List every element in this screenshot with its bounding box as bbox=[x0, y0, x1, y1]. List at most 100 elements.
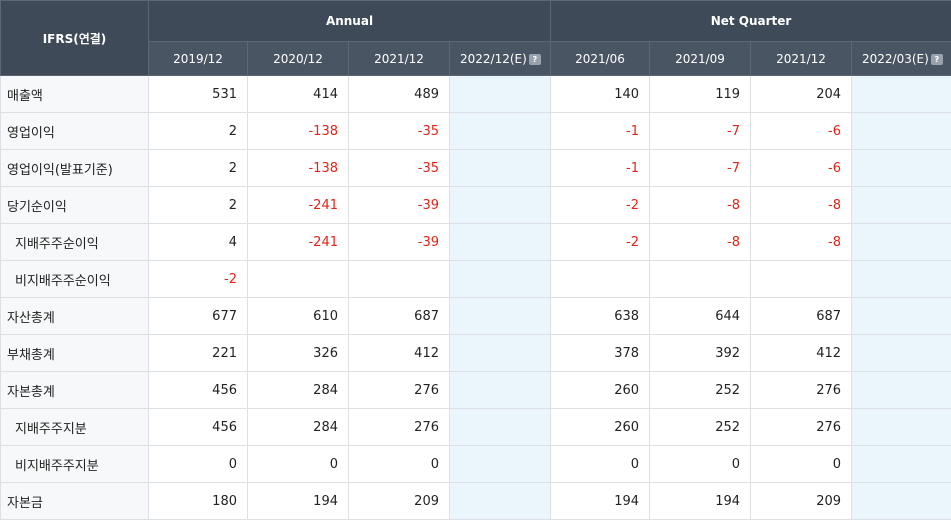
table-cell: -6 bbox=[750, 149, 853, 187]
table-cell bbox=[851, 297, 951, 335]
table-cell: 194 bbox=[649, 482, 752, 520]
column-header-label: 2019/12 bbox=[173, 51, 223, 66]
column-header-label: 2022/12(E) bbox=[460, 51, 527, 66]
table-cell: -2 bbox=[550, 186, 651, 224]
table-cell bbox=[448, 260, 552, 298]
table-cell: -138 bbox=[247, 112, 349, 150]
table-cell bbox=[448, 334, 552, 372]
table-cell bbox=[851, 75, 951, 113]
table-cell: 0 bbox=[550, 445, 651, 483]
table-cell: 610 bbox=[247, 297, 349, 335]
table-cell: 326 bbox=[247, 334, 349, 372]
table-cell: -2 bbox=[550, 223, 651, 261]
table-cell: 276 bbox=[750, 371, 853, 409]
table-cell bbox=[750, 260, 853, 298]
column-header-0: 2019/12 bbox=[148, 41, 248, 76]
table-row: 영업이익 2 -138 -35 -1 -7 -6 bbox=[0, 112, 951, 150]
table-cell: 489 bbox=[348, 75, 450, 113]
table-cell: 252 bbox=[649, 408, 752, 446]
table-cell bbox=[851, 223, 951, 261]
row-label: 매출액 bbox=[0, 75, 149, 113]
table-row: 매출액 531 414 489 140 119 204 bbox=[0, 75, 951, 113]
table-cell: 2 bbox=[148, 112, 248, 150]
table-cell: 119 bbox=[649, 75, 752, 113]
row-label: 영업이익(발표기준) bbox=[0, 149, 149, 187]
row-label: 영업이익 bbox=[0, 112, 149, 150]
table-cell bbox=[851, 408, 951, 446]
table-row: 비지배주주순이익 -2 bbox=[0, 260, 951, 298]
table-cell: -1 bbox=[550, 149, 651, 187]
row-label: 지배주주순이익 bbox=[0, 223, 149, 261]
table-row: 지배주주순이익 4 -241 -39 -2 -8 -8 bbox=[0, 223, 951, 261]
table-cell: 260 bbox=[550, 371, 651, 409]
row-label: 당기순이익 bbox=[0, 186, 149, 224]
table-cell: 180 bbox=[148, 482, 248, 520]
table-cell: -39 bbox=[348, 186, 450, 224]
table-cell: 531 bbox=[148, 75, 248, 113]
table-row: 자산총계 677 610 687 638 644 687 bbox=[0, 297, 951, 335]
table-cell: -8 bbox=[649, 223, 752, 261]
table-cell: 276 bbox=[750, 408, 853, 446]
table-cell: -39 bbox=[348, 223, 450, 261]
table-cell: 194 bbox=[247, 482, 349, 520]
table-cell bbox=[448, 297, 552, 335]
row-label: 자본금 bbox=[0, 482, 149, 520]
table-cell bbox=[851, 260, 951, 298]
column-header-3: 2022/12(E)? bbox=[448, 41, 552, 76]
table-cell bbox=[851, 186, 951, 224]
table-row: 자본금 180 194 209 194 194 209 bbox=[0, 482, 951, 520]
table-cell: 378 bbox=[550, 334, 651, 372]
row-label: 자산총계 bbox=[0, 297, 149, 335]
table-cell: 284 bbox=[247, 371, 349, 409]
table-cell bbox=[448, 408, 552, 446]
table-cell: -7 bbox=[649, 149, 752, 187]
table-cell bbox=[448, 75, 552, 113]
table-cell: 140 bbox=[550, 75, 651, 113]
table-cell: -6 bbox=[750, 112, 853, 150]
table-cell: 276 bbox=[348, 408, 450, 446]
table-cell: -241 bbox=[247, 223, 349, 261]
table-row: 자본총계 456 284 276 260 252 276 bbox=[0, 371, 951, 409]
table-cell: 392 bbox=[649, 334, 752, 372]
annual-group-header: Annual bbox=[147, 0, 552, 42]
column-header-6: 2021/12 bbox=[750, 41, 853, 76]
table-cell bbox=[448, 112, 552, 150]
table-cell: 221 bbox=[148, 334, 248, 372]
table-cell: 0 bbox=[247, 445, 349, 483]
table-row: 당기순이익 2 -241 -39 -2 -8 -8 bbox=[0, 186, 951, 224]
table-cell: -35 bbox=[348, 149, 450, 187]
table-cell bbox=[550, 260, 651, 298]
table-cell: -7 bbox=[649, 112, 752, 150]
table-cell bbox=[448, 371, 552, 409]
table-cell bbox=[348, 260, 450, 298]
column-header-5: 2021/09 bbox=[649, 41, 752, 76]
table-cell: 412 bbox=[750, 334, 853, 372]
table-cell: 0 bbox=[348, 445, 450, 483]
table-cell: 414 bbox=[247, 75, 349, 113]
table-cell: -241 bbox=[247, 186, 349, 224]
column-header-4: 2021/06 bbox=[550, 41, 651, 76]
table-cell: 209 bbox=[348, 482, 450, 520]
table-cell: 284 bbox=[247, 408, 349, 446]
table-cell: -2 bbox=[148, 260, 248, 298]
help-icon[interactable]: ? bbox=[528, 53, 541, 65]
table-cell bbox=[851, 482, 951, 520]
table-cell: 412 bbox=[348, 334, 450, 372]
table-cell bbox=[448, 223, 552, 261]
column-header-7: 2022/03(E)? bbox=[851, 41, 951, 76]
table-cell bbox=[247, 260, 349, 298]
column-header-label: 2021/12 bbox=[374, 51, 424, 66]
table-cell: -1 bbox=[550, 112, 651, 150]
table-cell: 2 bbox=[148, 186, 248, 224]
table-cell: 204 bbox=[750, 75, 853, 113]
column-header-label: 2021/06 bbox=[575, 51, 625, 66]
table-cell: 2 bbox=[148, 149, 248, 187]
help-icon[interactable]: ? bbox=[930, 53, 943, 65]
table-cell bbox=[851, 149, 951, 187]
table-cell: 677 bbox=[148, 297, 248, 335]
column-header-1: 2020/12 bbox=[247, 41, 349, 76]
table-cell bbox=[448, 445, 552, 483]
table-cell: 4 bbox=[148, 223, 248, 261]
table-cell: 638 bbox=[550, 297, 651, 335]
